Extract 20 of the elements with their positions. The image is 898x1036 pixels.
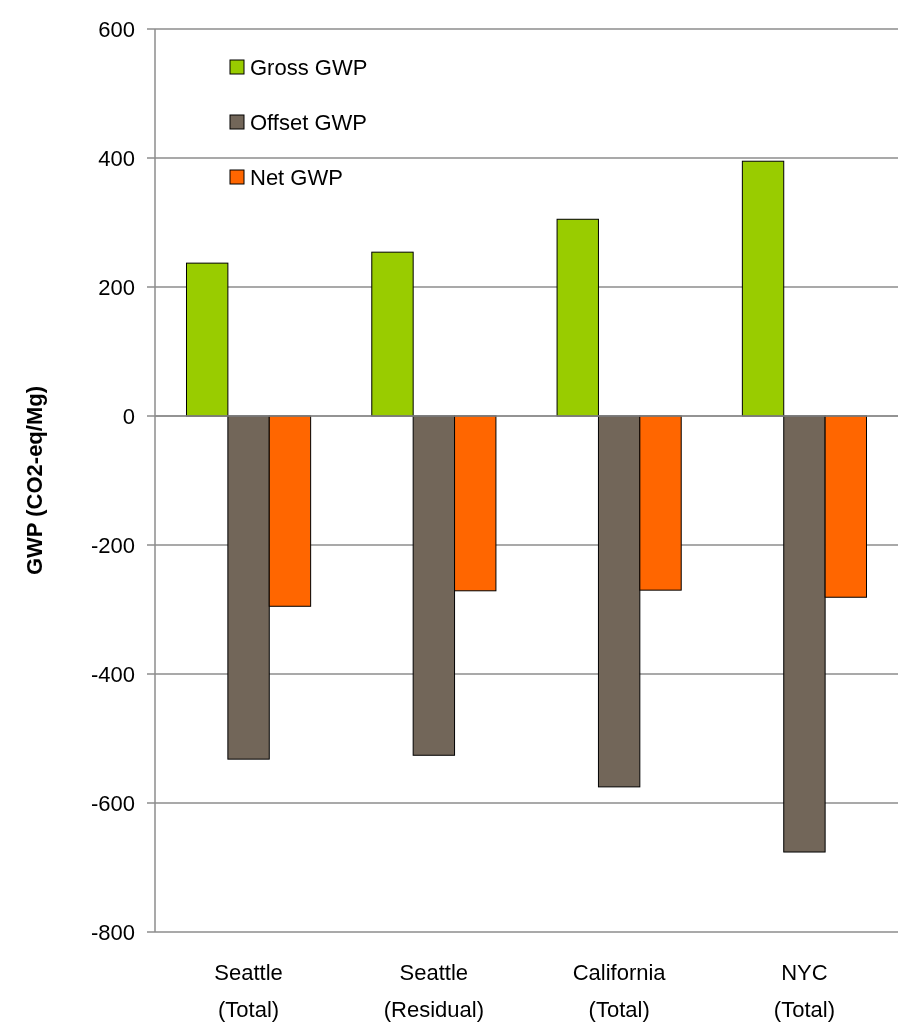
legend-label: Gross GWP	[250, 54, 368, 80]
y-tick-label: -800	[90, 919, 135, 945]
y-tick-label: -600	[90, 790, 135, 816]
x-tick-label: Seattle (Residual)	[383, 960, 484, 1022]
y-tick-label: 0	[122, 403, 135, 429]
y-tick-label: 600	[98, 16, 135, 42]
y-axis-title: GWP (CO2-eq/Mg)	[22, 385, 47, 576]
y-tick-label: -200	[90, 532, 135, 558]
bar	[556, 218, 599, 417]
y-tick-label: -400	[90, 661, 135, 687]
x-tick-label: California (Total)	[572, 960, 667, 1022]
y-tick-label: 400	[98, 145, 135, 171]
x-tick-label: NYC (Total)	[773, 960, 835, 1022]
bar	[186, 262, 229, 417]
legend-label: Offset GWP	[250, 109, 367, 135]
bar	[371, 251, 414, 417]
x-tick-label: Seattle (Total)	[214, 960, 283, 1022]
legend-label: Net GWP	[250, 164, 343, 190]
bar	[741, 160, 785, 417]
y-tick-label: 200	[98, 274, 135, 300]
